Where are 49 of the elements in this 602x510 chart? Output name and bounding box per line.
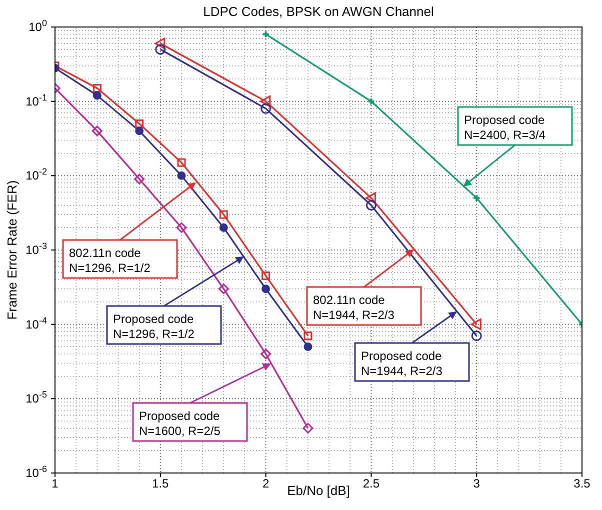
point [177,171,186,180]
y-tick-label: 10$^{0}$ [28,18,47,34]
point [260,348,272,360]
text: Proposed code N=1600, R=2/5 [139,409,221,438]
x-tick-label: 2 [262,476,270,491]
point [260,96,271,108]
text: Proposed code N=2400, R=3/4 [464,113,546,142]
point [135,126,144,136]
y-tick-label: 10$^{-6}$ [26,464,47,480]
y-tick-label: 10$^{-4}$ [26,315,47,332]
x-axis-title: Eb/No [dB] [287,483,350,498]
point [262,284,270,294]
point [304,342,312,351]
point [302,422,314,434]
point [471,330,482,342]
x-tick-label: 3 [473,476,480,491]
point [135,119,144,128]
y-tick-label: 10$^{-5}$ [26,390,47,406]
point [92,91,102,100]
y-tick-label: 10$^{-1}$ [26,92,47,108]
y-tick-label: 10$^{-2}$ [26,166,47,183]
point [219,210,228,219]
point [154,38,166,50]
point [366,200,376,210]
x-tick-label: 1 [52,476,59,491]
y-axis-title: Frame Error Rate (FER) [4,180,20,320]
x-tick-label: 1.5 [152,476,170,491]
point [470,318,482,330]
x-tick-label: 2.5 [362,476,380,491]
point [218,284,229,294]
point [155,44,166,55]
text: 802.11n code N=1944, R=2/3 [313,293,395,322]
chart-title: LDPC Codes, BPSK on AWGN Channel [203,4,434,19]
point [304,332,312,340]
text: Proposed code N=1944, R=2/3 [361,349,443,378]
point [260,103,272,114]
point [134,174,145,184]
point [176,222,187,233]
point [365,192,376,204]
text: Proposed code N=1296, R=1/2 [113,312,195,341]
x-tick-label: 3.5 [574,476,591,491]
point [367,97,376,106]
point [92,84,102,92]
point [262,272,270,280]
point [177,158,186,167]
y-tick-label: 10$^{-3}$ [26,241,47,257]
point [219,223,228,232]
text: 802.11n code N=1296, R=1/2 [69,246,151,275]
point [92,126,102,136]
